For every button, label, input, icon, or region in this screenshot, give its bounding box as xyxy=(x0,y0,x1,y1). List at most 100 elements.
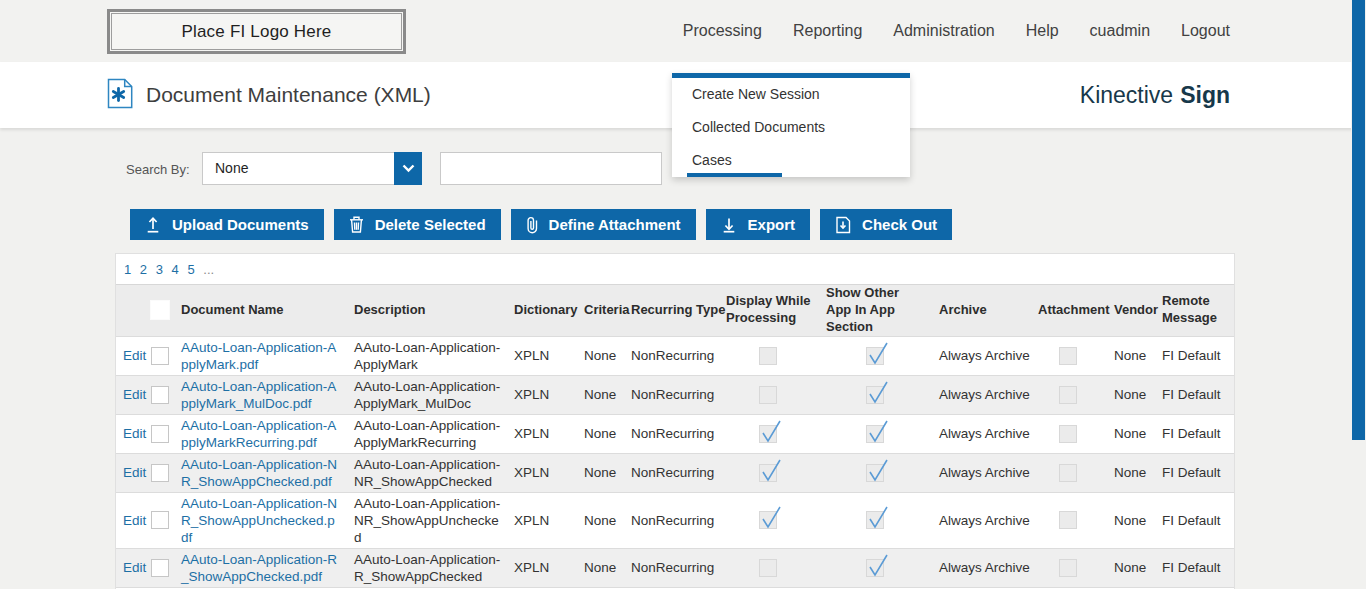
brand-name: Kinective xyxy=(1080,82,1173,109)
col-remote-message: Remote Message xyxy=(1154,285,1234,337)
chevron-down-icon[interactable] xyxy=(394,152,422,185)
edit-link[interactable]: Edit xyxy=(123,513,146,528)
pagination-ellipsis: ... xyxy=(203,262,214,277)
display-while-processing-checkbox[interactable] xyxy=(759,386,777,404)
nav-item-reporting[interactable]: Reporting xyxy=(793,22,862,40)
recurring-type-cell: NonRecurring xyxy=(623,414,718,453)
export-button[interactable]: Export xyxy=(706,209,811,240)
recurring-type-cell: NonRecurring xyxy=(623,375,718,414)
menu-item-create-new-session[interactable]: Create New Session xyxy=(672,78,910,111)
row-checkbox[interactable] xyxy=(151,559,169,577)
nav-item-cuadmin[interactable]: cuadmin xyxy=(1090,22,1150,40)
define-attachment-label: Define Attachment xyxy=(549,216,681,233)
col-document-name: Document Name xyxy=(173,285,346,337)
brand-logo: Kinective Sign xyxy=(1080,62,1230,128)
display-while-processing-checkbox[interactable] xyxy=(759,559,777,577)
define-attachment-button[interactable]: Define Attachment xyxy=(511,209,696,240)
check-out-label: Check Out xyxy=(862,216,937,233)
display-while-processing-checkbox[interactable] xyxy=(759,464,777,482)
processing-dropdown-menu: Create New Session Collected Documents C… xyxy=(672,73,910,177)
nav-item-logout[interactable]: Logout xyxy=(1181,22,1230,40)
page-link-2[interactable]: 2 xyxy=(140,262,147,277)
document-name-link[interactable]: AAuto-Loan-Application-ApplyMark.pdf xyxy=(181,340,336,372)
search-by-select[interactable]: None xyxy=(202,152,422,185)
archive-cell: Always Archive xyxy=(931,548,1030,587)
document-name-link[interactable]: AAuto-Loan-Application-R_ShowAppChecked.… xyxy=(181,552,337,584)
edit-link[interactable]: Edit xyxy=(123,348,146,363)
table-row: Edit AAuto-Loan-Application-ApplyMark_Mu… xyxy=(116,375,1234,414)
edit-link[interactable]: Edit xyxy=(123,426,146,441)
page-title: Document Maintenance (XML) xyxy=(146,83,431,107)
description-cell: AAuto-Loan-Application-R_ShowAppChecked xyxy=(346,548,506,587)
upload-icon xyxy=(145,216,161,233)
col-show-other-app: Show Other App In App Section xyxy=(818,285,931,337)
row-checkbox[interactable] xyxy=(151,464,169,482)
row-checkbox[interactable] xyxy=(151,425,169,443)
archive-cell: Always Archive xyxy=(931,375,1030,414)
check-out-button[interactable]: Check Out xyxy=(820,209,952,240)
page-link-4[interactable]: 4 xyxy=(172,262,179,277)
remote-message-cell: FI Default xyxy=(1154,375,1234,414)
attachment-checkbox[interactable] xyxy=(1059,386,1077,404)
archive-cell: Always Archive xyxy=(931,492,1030,548)
document-name-link[interactable]: AAuto-Loan-Application-ApplyMarkRecurrin… xyxy=(181,418,336,450)
scrollbar-thumb[interactable] xyxy=(1352,0,1365,440)
recurring-type-cell: NonRecurring xyxy=(623,492,718,548)
page-link-3[interactable]: 3 xyxy=(156,262,163,277)
show-other-app-checkbox[interactable] xyxy=(866,386,884,404)
display-while-processing-checkbox[interactable] xyxy=(759,347,777,365)
document-name-link[interactable]: AAuto-Loan-Application-NR_ShowAppChecked… xyxy=(181,457,337,489)
edit-link[interactable]: Edit xyxy=(123,387,146,402)
description-cell: AAuto-Loan-Application-ApplyMarkRecurrin… xyxy=(346,414,506,453)
document-name-link[interactable]: AAuto-Loan-Application-ApplyMark_MulDoc.… xyxy=(181,379,336,411)
show-other-app-checkbox[interactable] xyxy=(866,347,884,365)
attachment-checkbox[interactable] xyxy=(1059,511,1077,529)
show-other-app-checkbox[interactable] xyxy=(866,464,884,482)
upload-documents-button[interactable]: Upload Documents xyxy=(130,209,324,240)
description-cell: AAuto-Loan-Application-NR_ShowAppUncheck… xyxy=(346,492,506,548)
search-input[interactable] xyxy=(440,152,662,185)
vendor-cell: None xyxy=(1106,548,1154,587)
show-other-app-checkbox[interactable] xyxy=(866,511,884,529)
description-cell: AAuto-Loan-Application-ApplyMark xyxy=(346,336,506,375)
row-checkbox[interactable] xyxy=(151,347,169,365)
menu-item-collected-documents[interactable]: Collected Documents xyxy=(672,111,910,144)
attachment-checkbox[interactable] xyxy=(1059,559,1077,577)
dictionary-cell: XPLN xyxy=(506,492,576,548)
table-row: Edit AAuto-Loan-Application-ApplyMark.pd… xyxy=(116,336,1234,375)
page-link-1[interactable]: 1 xyxy=(124,262,131,277)
criteria-cell: None xyxy=(576,453,623,492)
display-while-processing-checkbox[interactable] xyxy=(759,511,777,529)
delete-selected-label: Delete Selected xyxy=(375,216,486,233)
col-attachment: Attachment xyxy=(1030,285,1106,337)
show-other-app-checkbox[interactable] xyxy=(866,425,884,443)
row-checkbox[interactable] xyxy=(151,511,169,529)
nav-item-administration[interactable]: Administration xyxy=(893,22,994,40)
page-link-5[interactable]: 5 xyxy=(187,262,194,277)
remote-message-cell: FI Default xyxy=(1154,492,1234,548)
edit-link[interactable]: Edit xyxy=(123,560,146,575)
document-name-link[interactable]: AAuto-Loan-Application-NR_ShowAppUncheck… xyxy=(181,496,337,545)
delete-selected-button[interactable]: Delete Selected xyxy=(334,209,501,240)
attachment-checkbox[interactable] xyxy=(1059,464,1077,482)
display-while-processing-checkbox[interactable] xyxy=(759,425,777,443)
edit-link[interactable]: Edit xyxy=(123,465,146,480)
col-dictionary: Dictionary xyxy=(506,285,576,337)
top-nav: Processing Reporting Administration Help… xyxy=(683,0,1230,62)
col-recurring-type: Recurring Type xyxy=(623,285,718,337)
nav-item-processing[interactable]: Processing xyxy=(683,22,762,40)
criteria-cell: None xyxy=(576,492,623,548)
criteria-cell: None xyxy=(576,336,623,375)
row-checkbox[interactable] xyxy=(151,386,169,404)
col-criteria: Criteria xyxy=(576,285,623,337)
scrollbar-track[interactable] xyxy=(1351,0,1366,589)
attachment-checkbox[interactable] xyxy=(1059,347,1077,365)
upload-documents-label: Upload Documents xyxy=(172,216,309,233)
col-archive: Archive xyxy=(931,285,1030,337)
show-other-app-checkbox[interactable] xyxy=(866,559,884,577)
nav-item-help[interactable]: Help xyxy=(1026,22,1059,40)
recurring-type-cell: NonRecurring xyxy=(623,453,718,492)
attachment-checkbox[interactable] xyxy=(1059,425,1077,443)
toolbar: Upload Documents Delete Selected Define … xyxy=(130,209,952,240)
select-all-checkbox[interactable] xyxy=(150,300,170,320)
